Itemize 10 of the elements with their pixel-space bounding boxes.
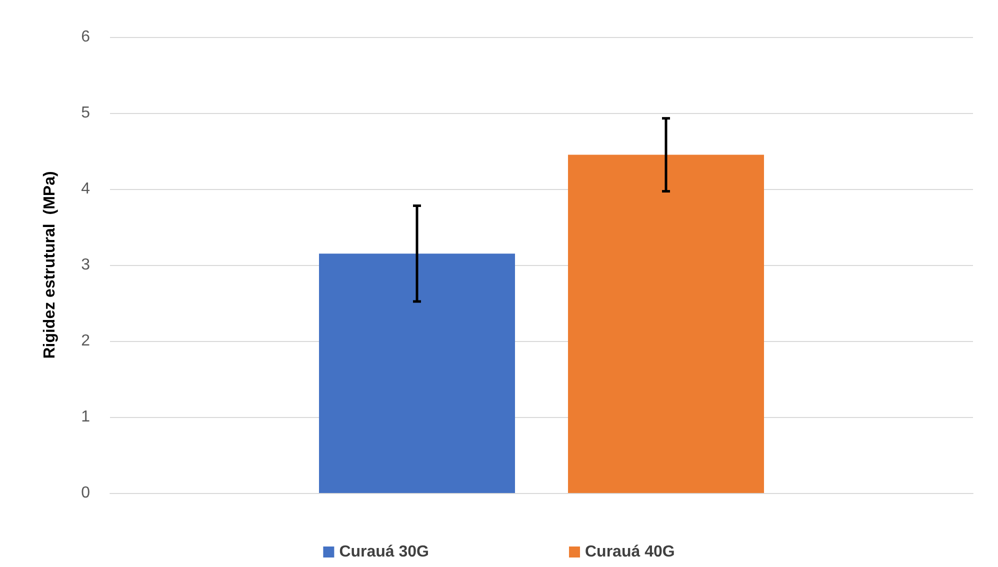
y-axis-title: Rigidez estrutural (MPa)	[42, 171, 58, 359]
y-tick-label: 4	[81, 180, 90, 198]
y-tick-label: 3	[81, 256, 90, 274]
y-tick-label: 2	[81, 332, 90, 350]
legend-label: Curauá 30G	[339, 544, 429, 560]
y-tick-label: 5	[81, 104, 90, 122]
y-tick-label: 0	[81, 484, 90, 502]
y-tick-label: 6	[81, 28, 90, 46]
legend-label: Curauá 40G	[585, 544, 675, 560]
y-tick-label: 1	[81, 408, 90, 426]
